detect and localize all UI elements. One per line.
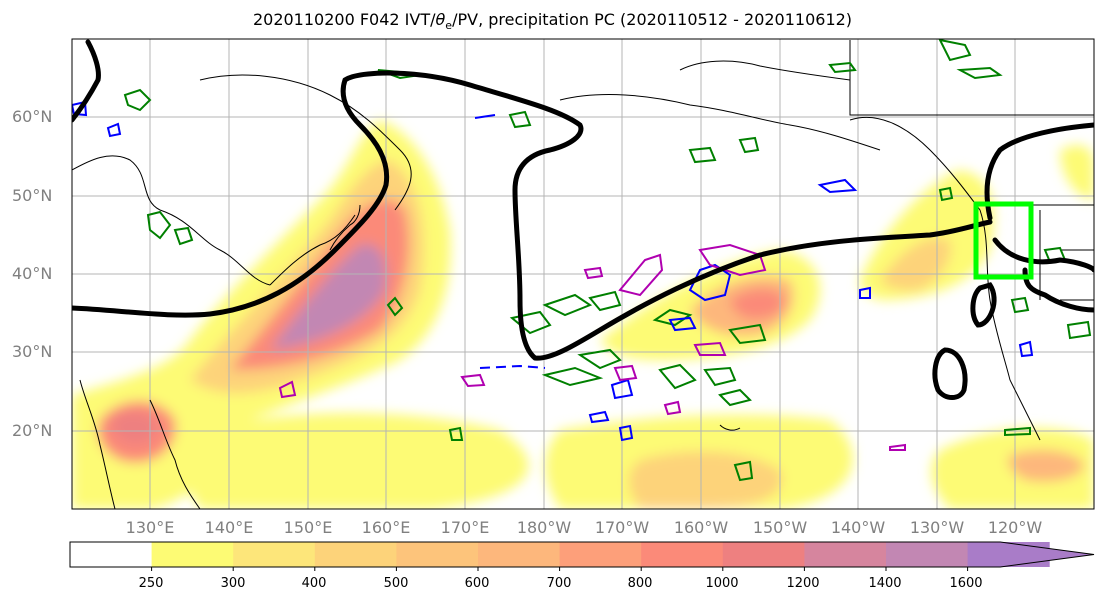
colorbar-tick-label: 600 <box>464 576 490 591</box>
lon-label-160w: 160°W <box>673 518 729 537</box>
lon-label-160e: 160°E <box>361 518 411 537</box>
lon-label-140e: 140°E <box>204 518 254 537</box>
colorbar <box>69 541 1095 571</box>
colorbar-tick-label: 500 <box>383 576 409 591</box>
map-area <box>72 39 1094 509</box>
lat-label-20: 20°N <box>12 421 53 440</box>
colorbar-tick-label: 300 <box>220 576 246 591</box>
colorbar-tick-label: 250 <box>138 576 164 591</box>
colorbar-tick-label: 700 <box>546 576 572 591</box>
lat-label-40: 40°N <box>12 264 53 283</box>
lon-label-140w: 140°W <box>830 518 886 537</box>
colorbar-tick-label: 1600 <box>949 576 983 591</box>
colorbar-segment <box>886 542 969 567</box>
colorbar-tick-label: 800 <box>627 576 653 591</box>
colorbar-outline <box>69 541 1095 568</box>
colorbar-segment <box>478 542 561 567</box>
coastlines <box>72 40 1094 509</box>
colorbar-segment <box>559 542 642 567</box>
lon-label-150e: 150°E <box>283 518 333 537</box>
colorbar-tick-label: 1000 <box>705 576 739 591</box>
lon-label-180w: 180°W <box>516 518 572 537</box>
colorbar-segment <box>314 542 397 567</box>
colorbar-segment <box>233 542 316 567</box>
colorbar-tick-label: 1400 <box>868 576 902 591</box>
lon-label-170e: 170°E <box>440 518 490 537</box>
ivt-contours <box>72 39 1094 400</box>
lat-label-30: 30°N <box>12 342 53 361</box>
pv-positive-contours <box>278 243 906 451</box>
ivt-shading <box>72 120 1094 509</box>
lat-label-60: 60°N <box>12 107 53 126</box>
colorbar-segment <box>396 542 479 567</box>
graticule <box>72 39 1094 509</box>
colorbar-tick-label: 1200 <box>786 576 820 591</box>
lon-label-130w: 130°W <box>909 518 965 537</box>
colorbar-segment <box>151 542 234 567</box>
colorbar-segment <box>804 542 887 567</box>
colorbar-segment <box>641 542 724 567</box>
colorbar-tick-label: 400 <box>301 576 327 591</box>
lon-label-170w: 170°W <box>594 518 650 537</box>
lon-label-130e: 130°E <box>125 518 175 537</box>
colorbar-segment <box>70 542 153 567</box>
colorbar-segment <box>722 542 805 567</box>
lat-label-50: 50°N <box>12 186 53 205</box>
target-region-box <box>973 201 1034 280</box>
lon-label-150w: 150°W <box>752 518 808 537</box>
map-title: 2020110200 F042 IVT/θe/PV, precipitation… <box>252 10 853 33</box>
lon-label-120w: 120°W <box>987 518 1043 537</box>
colorbar-extend-arrow <box>1000 542 1094 567</box>
pv-negative-contours <box>72 100 1034 442</box>
